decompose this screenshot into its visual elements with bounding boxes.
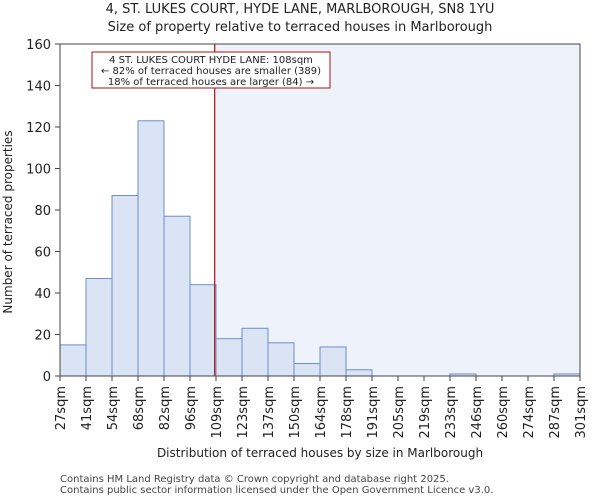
- x-tick-label: 164sqm: [314, 386, 329, 439]
- chart-title: 4, ST. LUKES COURT, HYDE LANE, MARLBOROU…: [105, 2, 495, 17]
- bar: [267, 342, 295, 377]
- bar: [293, 363, 321, 377]
- y-tick-label: 0: [43, 370, 51, 385]
- bar: [215, 338, 243, 377]
- x-tick-label: 246sqm: [470, 386, 485, 439]
- bar: [137, 120, 165, 377]
- x-tick-label: 219sqm: [418, 386, 433, 439]
- x-tick-label: 287sqm: [548, 386, 563, 439]
- x-tick-label: 301sqm: [574, 386, 589, 439]
- annotation-line: 18% of terraced houses are larger (84) →: [108, 77, 314, 88]
- footer-line-2: Contains public sector information licen…: [60, 485, 494, 496]
- annotation-line: 4 ST. LUKES COURT HYDE LANE: 108sqm: [109, 55, 313, 66]
- annotation-line: ← 82% of terraced houses are smaller (38…: [101, 66, 321, 77]
- x-tick-label: 123sqm: [236, 386, 251, 439]
- x-axis-label: Distribution of terraced houses by size …: [157, 446, 483, 460]
- x-tick-label: 150sqm: [288, 386, 303, 439]
- y-tick-label: 120: [26, 121, 51, 136]
- x-tick-label: 233sqm: [444, 386, 459, 439]
- bar: [345, 369, 373, 377]
- x-tick-label: 82sqm: [158, 386, 173, 430]
- y-tick-label: 40: [34, 287, 51, 302]
- bar: [319, 346, 347, 377]
- bar: [189, 284, 217, 377]
- x-tick-label: 109sqm: [210, 386, 225, 439]
- footer-line-1: Contains HM Land Registry data © Crown c…: [60, 474, 449, 485]
- x-tick-label: 260sqm: [496, 386, 511, 439]
- x-tick-label: 96sqm: [184, 386, 199, 430]
- x-tick-label: 205sqm: [392, 386, 407, 439]
- chart-subtitle: Size of property relative to terraced ho…: [107, 20, 493, 35]
- bar: [163, 215, 191, 377]
- x-tick-label: 274sqm: [522, 386, 537, 439]
- y-tick-label: 20: [34, 329, 51, 344]
- x-tick-label: 137sqm: [262, 386, 277, 439]
- x-tick-label: 27sqm: [54, 386, 69, 430]
- x-tick-label: 68sqm: [132, 386, 147, 430]
- y-tick-label: 140: [26, 80, 51, 95]
- y-axis-label: Number of terraced properties: [1, 130, 15, 313]
- x-tick-label: 41sqm: [80, 386, 95, 430]
- annotation-box: [91, 51, 331, 89]
- bar: [111, 194, 139, 377]
- y-tick-label: 100: [26, 163, 51, 178]
- bar: [241, 327, 269, 377]
- larger-region-shade: [214, 44, 580, 376]
- x-tick-label: 191sqm: [366, 386, 381, 439]
- x-tick-label: 54sqm: [106, 386, 121, 430]
- x-tick-label: 178sqm: [340, 386, 355, 439]
- bar: [59, 344, 87, 377]
- y-tick-label: 60: [34, 246, 51, 261]
- y-tick-label: 80: [34, 204, 51, 219]
- bar: [85, 277, 113, 377]
- y-tick-label: 160: [26, 38, 51, 53]
